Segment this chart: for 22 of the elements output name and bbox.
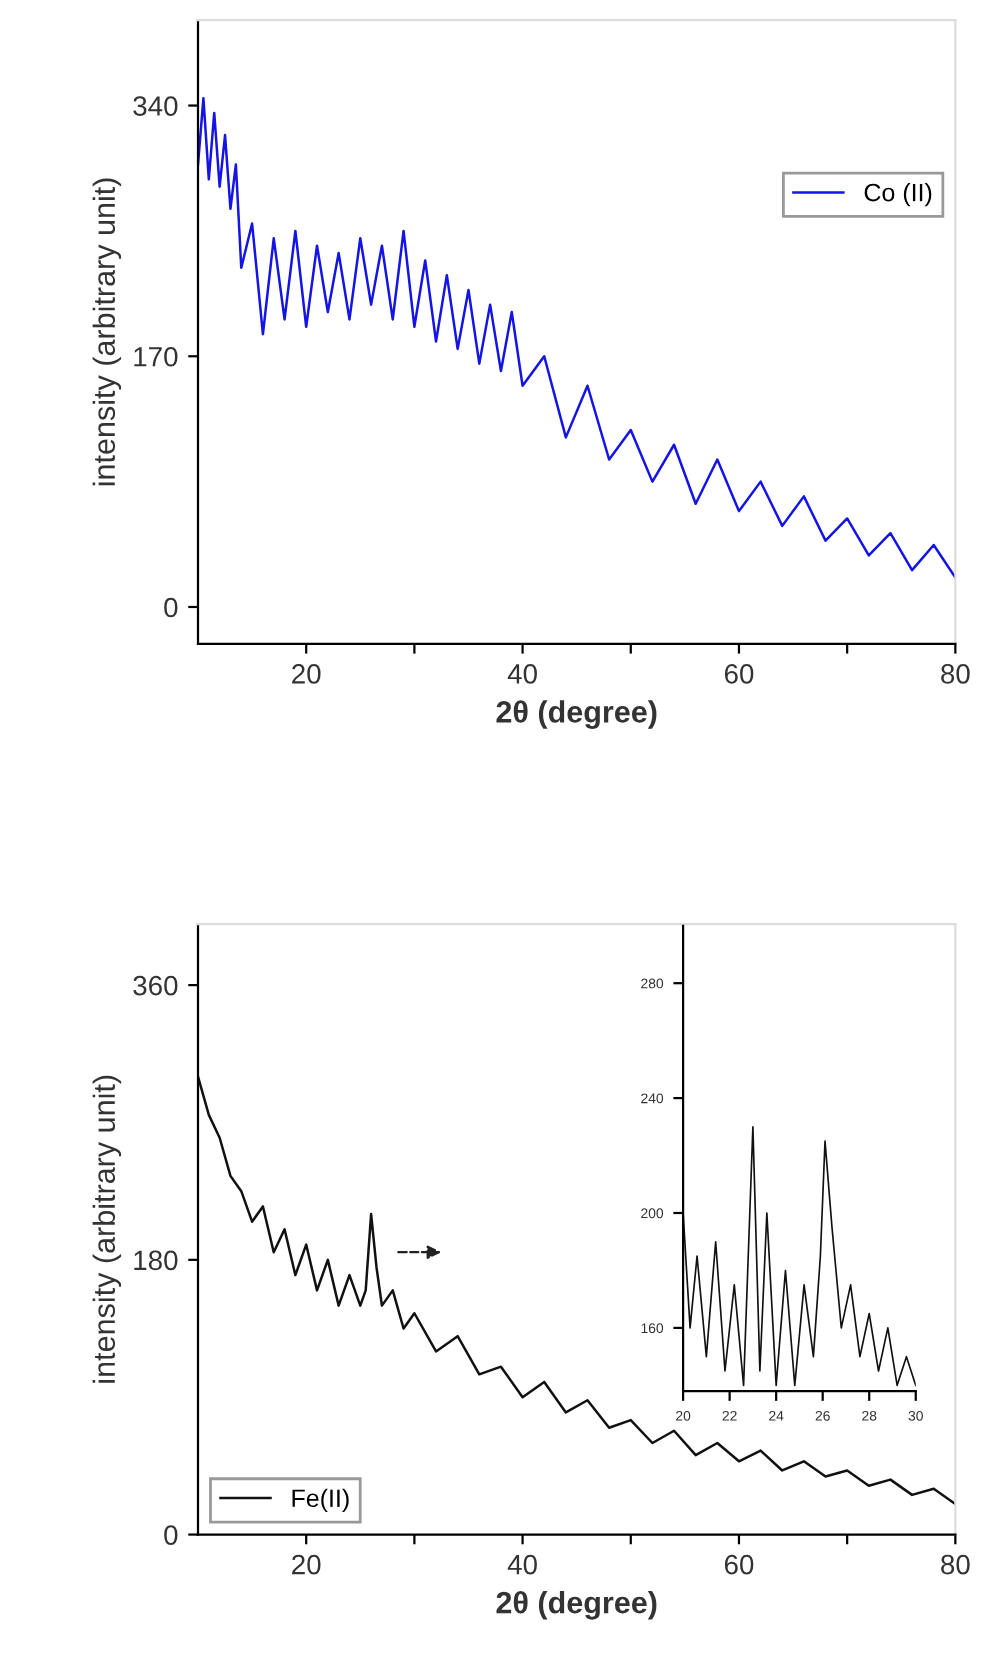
x-tick-label: 80 xyxy=(941,1554,970,1575)
x-tick-label: 40 xyxy=(507,1554,537,1575)
legend-label: Co (II) xyxy=(864,183,932,207)
y-axis-title: intensity (arbitrary unit) xyxy=(92,1075,122,1383)
legend-label: Fe(II) xyxy=(292,1488,349,1513)
x-tick-label: 80 xyxy=(941,664,970,684)
line-series xyxy=(683,1125,916,1387)
x-tick-label: 20 xyxy=(292,1554,321,1575)
x-tick-label: 60 xyxy=(724,1554,754,1575)
line-series xyxy=(198,96,956,579)
x-axis-title: 2θ (degree) xyxy=(496,1591,657,1620)
y-axis-title: intensity (arbitrary unit) xyxy=(92,178,122,486)
y-tick-label: 170 xyxy=(134,346,178,367)
x-tick-label: 40 xyxy=(507,664,537,684)
y-tick-label: 340 xyxy=(133,96,178,116)
y-tick-label: 360 xyxy=(133,975,178,996)
x-tick-label: 60 xyxy=(724,664,754,684)
y-tick-label: 180 xyxy=(134,1250,178,1271)
x-tick-label: 20 xyxy=(292,664,321,684)
y-tick-label: 0 xyxy=(164,1525,178,1545)
y-tick-label: 0 xyxy=(164,597,178,618)
x-axis-title: 2θ (degree) xyxy=(496,700,657,729)
